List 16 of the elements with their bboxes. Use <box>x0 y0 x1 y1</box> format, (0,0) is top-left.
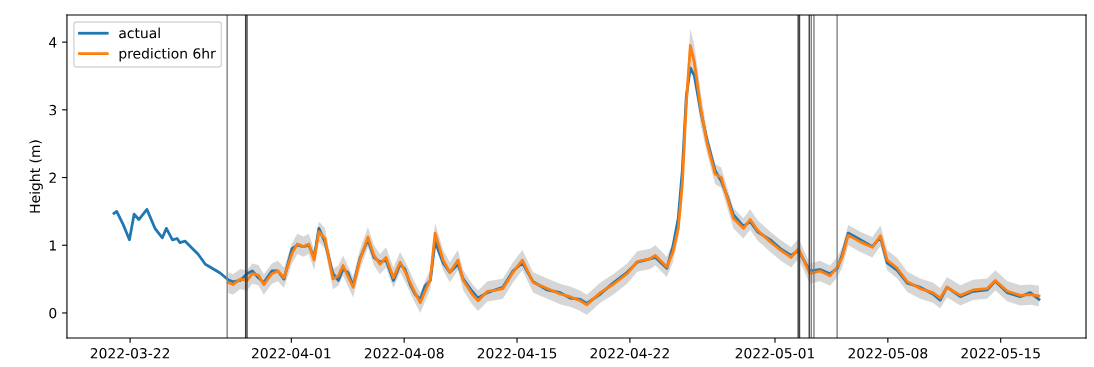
x-tick-label: 2022-05-15 <box>961 347 1040 359</box>
y-axis-title: Height (m) <box>29 140 43 213</box>
x-tick-label: 2022-04-15 <box>477 347 557 359</box>
y-tick-label: 3 <box>49 104 57 116</box>
legend-label: prediction 6hr <box>119 47 216 62</box>
x-tick-label: 2022-04-08 <box>364 347 444 359</box>
x-tick-label: 2022-05-01 <box>735 347 815 359</box>
legend-label: actual <box>119 27 160 39</box>
x-tick-label: 2022-04-01 <box>251 347 331 359</box>
y-tick-label: 1 <box>49 240 56 251</box>
x-tick-label: 2022-04-22 <box>590 347 669 359</box>
y-tick-label: 2 <box>49 172 56 183</box>
y-tick-label: 0 <box>49 307 57 319</box>
x-tick-label: 2022-05-08 <box>848 347 928 359</box>
x-tick-label: 2022-03-22 <box>90 347 170 359</box>
y-tick-label: 4 <box>49 37 57 48</box>
